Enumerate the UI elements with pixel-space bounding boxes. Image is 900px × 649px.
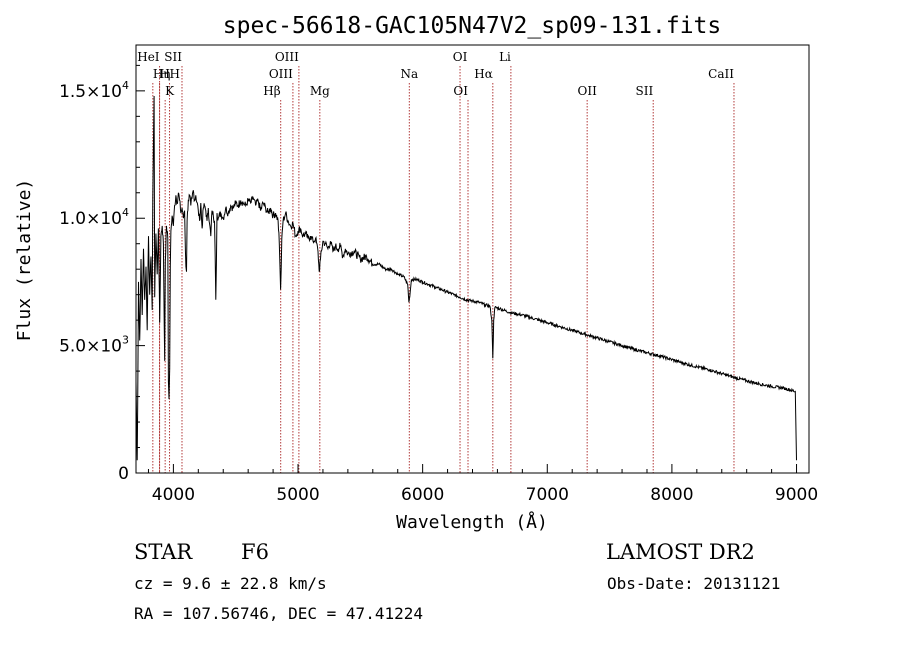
spectral-line-label: Mg (310, 84, 330, 98)
y-axis-ticks: 0 5.0×103 1.0×104 1.5×104 (59, 64, 145, 484)
x-tick-label: 7000 (526, 485, 569, 505)
y-tick-label: 5.0×103 (59, 334, 129, 357)
spectral-line-label: OI (453, 84, 468, 98)
spectral-line-label: H (160, 67, 170, 81)
spectral-line-label: H (170, 67, 180, 81)
x-axis-ticks: 4000 5000 6000 7000 8000 9000 (147, 464, 818, 505)
x-tick-label: 9000 (775, 485, 818, 505)
series-line-spectrum (135, 95, 797, 461)
spectral-line-label: Hα (474, 67, 493, 81)
spectral-line-label: SII (636, 84, 654, 98)
spectral-line-label: OIII (275, 50, 299, 64)
object-type: STAR (134, 540, 193, 564)
observation-date: Obs-Date: 20131121 (607, 574, 781, 593)
spectral-line-label: K (165, 84, 175, 98)
x-tick-label: 4000 (152, 485, 195, 505)
plot-frame (135, 44, 810, 474)
chart-title: spec-56618-GAC105N47V2_sp09-131.fits (223, 13, 722, 39)
redshift-readout: cz = 9.6 ± 22.8 km/s (134, 574, 327, 593)
y-tick-label: 1.0×104 (59, 206, 129, 229)
x-tick-label: 5000 (276, 485, 319, 505)
spectral-line-label: OIII (269, 67, 293, 81)
x-axis-label: Wavelength (Å) (396, 511, 548, 533)
y-axis-label: Flux (relative) (14, 179, 35, 342)
y-tick-label: 0 (118, 464, 129, 484)
coordinates-readout: RA = 107.56746, DEC = 47.41224 (134, 604, 423, 623)
spectral-line-label: OI (453, 50, 468, 64)
spectral-line-label: Na (400, 67, 418, 81)
spectral-line-markers (152, 66, 735, 473)
x-tick-label: 8000 (650, 485, 693, 505)
spectral-line-label: CaII (708, 67, 734, 81)
spectral-line-label: Li (499, 50, 511, 64)
spectral-line-label: OII (577, 84, 597, 98)
y-tick-label: 1.5×104 (59, 79, 129, 102)
x-tick-label: 6000 (401, 485, 444, 505)
subclass: F6 (241, 540, 269, 564)
spectral-line-label: Hβ (263, 84, 280, 98)
survey-name: LAMOST DR2 (606, 540, 755, 564)
spectral-line-label: HeI (137, 50, 160, 64)
spectral-line-label: Hη (153, 67, 171, 81)
spectral-line-label: SII (164, 50, 182, 64)
